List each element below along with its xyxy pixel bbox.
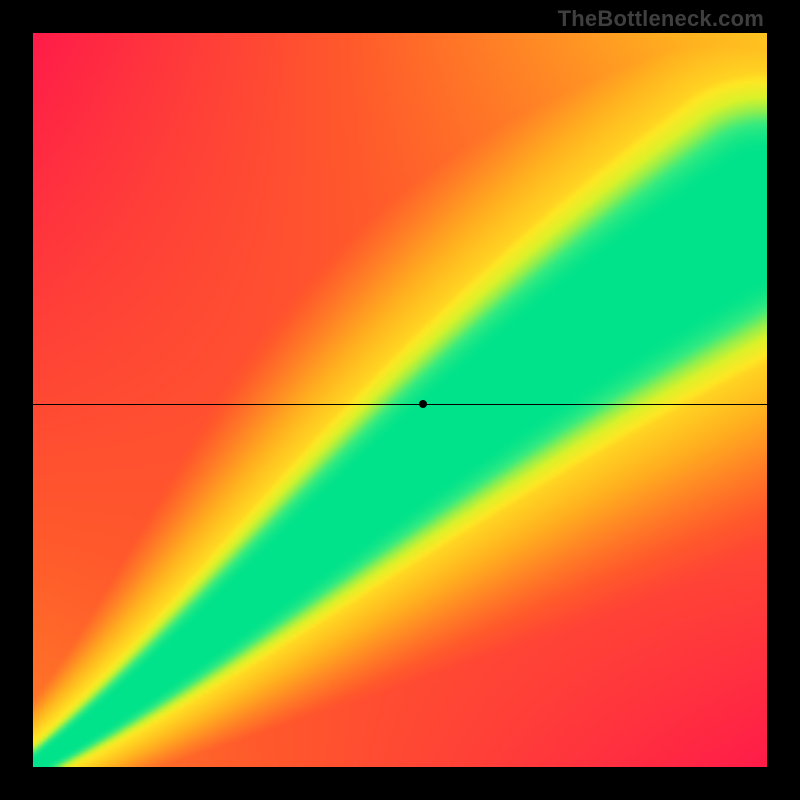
crosshair-horizontal: [33, 404, 767, 405]
bottleneck-heatmap: [33, 33, 767, 767]
crosshair-marker: [419, 400, 427, 408]
watermark-text: TheBottleneck.com: [558, 6, 764, 32]
heatmap-canvas: [33, 33, 767, 767]
